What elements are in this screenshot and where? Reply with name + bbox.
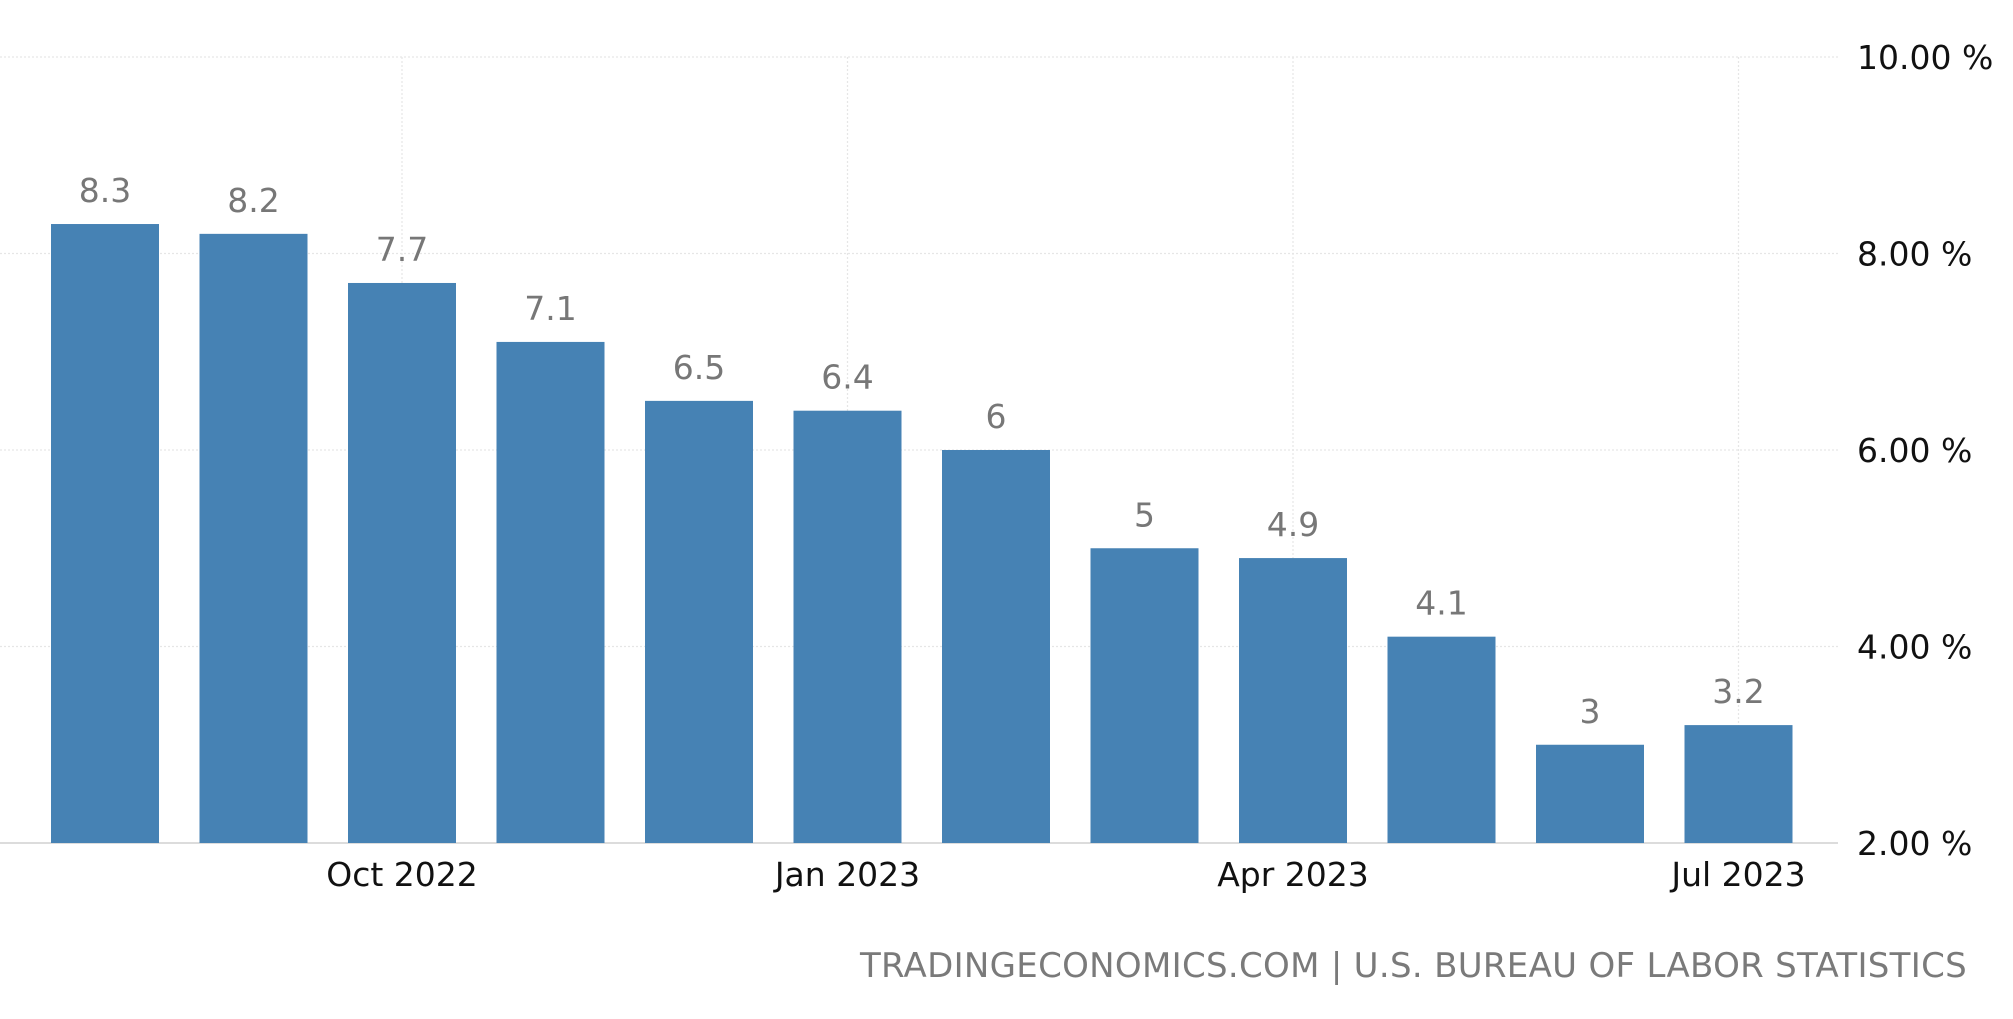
x-tick-label: Jan 2023 xyxy=(773,855,920,894)
y-tick-label: 10.00 % xyxy=(1857,38,1993,77)
bar-value-label: 3.2 xyxy=(1712,672,1764,711)
y-tick-label: 4.00 % xyxy=(1857,628,1972,667)
chart-data-labels: 8.3 8.2 7.7 7.1 6.5 6.4 6 5 4.9 4.1 3 3.2 xyxy=(79,171,1765,731)
x-axis-ticks: Oct 2022 Jan 2023 Apr 2023 Jul 2023 xyxy=(326,855,1805,894)
bar-value-label: 4.1 xyxy=(1415,584,1467,623)
bar-value-label: 6 xyxy=(986,397,1007,436)
bar-value-label: 7.7 xyxy=(376,230,428,269)
bar-value-label: 7.1 xyxy=(524,289,576,328)
bar xyxy=(793,410,902,843)
bar-value-label: 5 xyxy=(1134,495,1155,534)
y-axis-ticks: 2.00 % 4.00 % 6.00 % 8.00 % 10.00 % xyxy=(1857,38,1993,863)
bar xyxy=(1090,548,1199,843)
bar-value-label: 8.3 xyxy=(79,171,131,210)
bar xyxy=(496,341,605,843)
bar xyxy=(645,400,753,843)
bar xyxy=(1684,725,1793,843)
bar-value-label: 6.5 xyxy=(673,348,725,387)
x-tick-label: Jul 2023 xyxy=(1669,855,1805,894)
bar xyxy=(942,450,1050,843)
bar xyxy=(199,233,308,844)
x-tick-label: Apr 2023 xyxy=(1217,855,1369,894)
bar-value-label: 3 xyxy=(1580,692,1601,731)
x-tick-label: Oct 2022 xyxy=(326,855,478,894)
bar xyxy=(1536,744,1644,843)
bar-value-label: 4.9 xyxy=(1267,505,1319,544)
bar-value-label: 6.4 xyxy=(821,358,873,397)
bar xyxy=(51,224,159,843)
bar xyxy=(1387,636,1496,843)
chart-bars xyxy=(51,224,1793,844)
source-attribution: TRADINGECONOMICS.COM | U.S. BUREAU OF LA… xyxy=(859,946,1967,986)
y-tick-label: 2.00 % xyxy=(1857,824,1972,863)
y-tick-label: 6.00 % xyxy=(1857,431,1972,470)
bar-value-label: 8.2 xyxy=(227,181,279,220)
bar xyxy=(1239,558,1347,843)
bar xyxy=(348,282,456,844)
y-tick-label: 8.00 % xyxy=(1857,235,1972,274)
